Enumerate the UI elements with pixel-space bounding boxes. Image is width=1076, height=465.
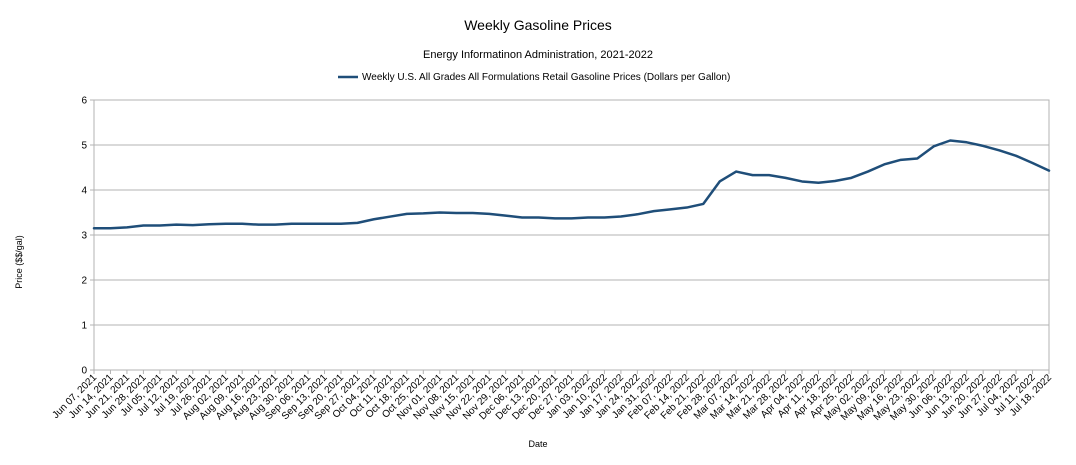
y-tick-label: 3 (81, 231, 87, 242)
data-point (620, 215, 622, 217)
y-tick-label: 5 (81, 141, 87, 152)
data-point (192, 224, 194, 226)
data-point (521, 216, 523, 218)
data-point (801, 180, 803, 182)
data-point (439, 211, 441, 213)
data-point (653, 210, 655, 212)
data-point (1015, 155, 1017, 157)
data-point (982, 145, 984, 147)
data-point (323, 223, 325, 225)
data-point (603, 216, 605, 218)
data-point (93, 227, 95, 229)
data-point (965, 141, 967, 143)
data-point (241, 223, 243, 225)
data-point (126, 226, 128, 228)
series-line-0 (92, 139, 1051, 230)
data-point (109, 227, 111, 229)
data-point (488, 213, 490, 215)
chart-subtitle: Energy Informatinon Administration, 2021… (423, 49, 653, 61)
data-point (916, 157, 918, 159)
y-tick-label: 2 (81, 276, 87, 287)
data-point (340, 223, 342, 225)
data-point (768, 174, 770, 176)
data-point (718, 180, 720, 182)
data-point (686, 206, 688, 208)
data-point (422, 212, 424, 214)
legend-label: Weekly U.S. All Grades All Formulations … (362, 72, 730, 83)
data-point (702, 203, 704, 205)
data-point (406, 213, 408, 215)
data-point (636, 213, 638, 215)
data-point (900, 159, 902, 161)
gridlines (94, 99, 1049, 371)
data-point (867, 170, 869, 172)
data-point (570, 217, 572, 219)
data-point (669, 208, 671, 210)
data-point (389, 215, 391, 217)
data-point (933, 145, 935, 147)
series-layer (92, 139, 1051, 230)
data-point (257, 223, 259, 225)
y-tick-label: 6 (81, 96, 87, 107)
data-point (735, 170, 737, 172)
data-point (225, 223, 227, 225)
x-axis-label: Date (528, 439, 547, 449)
data-point (883, 163, 885, 165)
data-point (175, 223, 177, 225)
data-point (504, 214, 506, 216)
data-point (587, 216, 589, 218)
chart-title: Weekly Gasoline Prices (464, 17, 612, 33)
data-point (554, 217, 556, 219)
data-point (356, 222, 358, 224)
data-point (1048, 169, 1050, 171)
y-tick-label: 0 (81, 366, 87, 377)
data-point (998, 149, 1000, 151)
data-point (307, 223, 309, 225)
data-point (290, 223, 292, 225)
legend: Weekly U.S. All Grades All Formulations … (338, 72, 730, 83)
data-point (373, 218, 375, 220)
y-axis-label: Price ($$/gal) (14, 235, 24, 289)
data-point (834, 180, 836, 182)
data-point (159, 224, 161, 226)
y-axis-ticks: 0 1 2 3 4 5 6 (81, 96, 94, 377)
data-point (208, 223, 210, 225)
data-point (850, 177, 852, 179)
data-point (142, 224, 144, 226)
data-point (472, 212, 474, 214)
data-point (751, 174, 753, 176)
data-point (455, 212, 457, 214)
data-point (1031, 162, 1033, 164)
data-point (274, 223, 276, 225)
data-point (817, 182, 819, 184)
data-point (537, 216, 539, 218)
y-tick-label: 4 (81, 186, 87, 197)
y-tick-label: 1 (81, 321, 87, 332)
data-point (949, 139, 951, 141)
data-point (784, 177, 786, 179)
